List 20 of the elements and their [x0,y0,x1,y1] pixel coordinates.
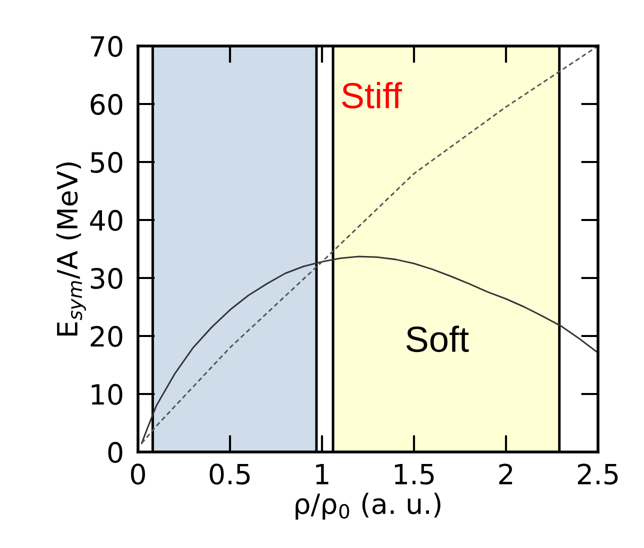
y-tick-label: 20 [90,326,122,347]
y-tick-label: 40 [90,210,122,231]
y-axis-title: E$_{sym}$/A (MeV) [56,162,86,336]
x-tick-label: 1.5 [394,464,434,485]
x-tick-label: 0 [130,464,145,485]
y-tick-label: 70 [91,36,122,57]
x-tick-label: 1 [316,464,328,484]
x-tick-label: 0.5 [210,464,250,485]
y-tick-label: 0 [108,442,122,463]
x-axis-title: ρ/ρ$_{0}$ (a. u.) [296,492,440,520]
line-series [140,46,598,444]
y-tick-label: 10 [92,384,122,405]
x-tick-label: 2.5 [578,464,618,485]
annotation: Soft [406,326,469,352]
line-series [140,256,598,444]
x-tick-label: 2 [499,464,512,484]
y-tick-label: 50 [90,152,122,173]
y-tick-label: 30 [90,268,122,289]
y-tick-label: 60 [90,94,122,115]
annotation: Stiff [342,82,402,108]
